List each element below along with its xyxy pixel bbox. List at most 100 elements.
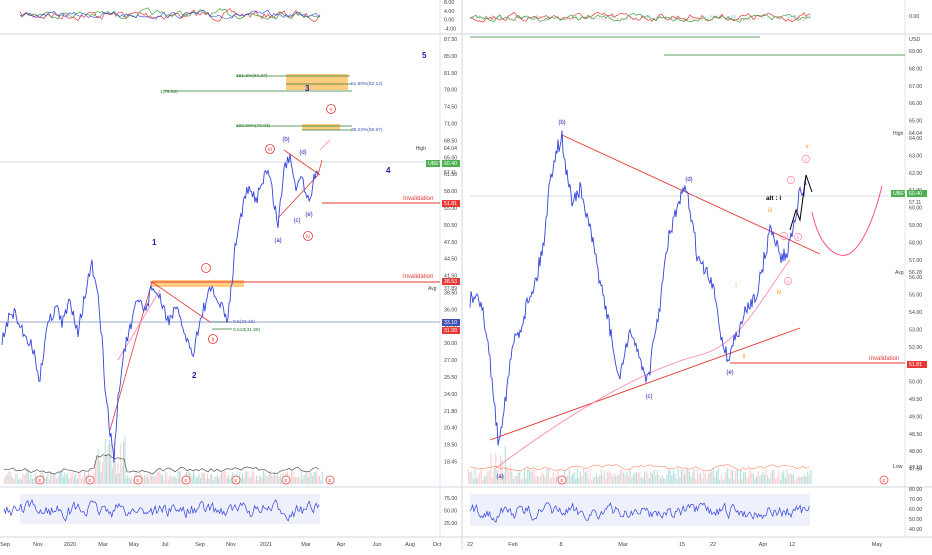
- right-volume-bar: [781, 472, 783, 484]
- left-rsi-axis-label: 50.00: [444, 509, 457, 515]
- right-volume-bar: [469, 472, 471, 484]
- right-volume-bar: [480, 468, 482, 484]
- right-rsi-axis-label: 40.00: [909, 527, 922, 533]
- right-wave-iv-orange: iv: [777, 290, 781, 296]
- left-volume-bar: [75, 472, 77, 484]
- right-volume-bar: [487, 471, 489, 484]
- right-macd-histogram-bar: [578, 17, 580, 19]
- left-wave-channel-red: [109, 281, 211, 431]
- left-volume-bar: [292, 471, 294, 484]
- right-macd-histogram-bar: [599, 18, 601, 20]
- right-volume-bar: [535, 476, 537, 484]
- left-fib-badge-1-bg: [442, 319, 460, 326]
- left-volume-bar: [309, 470, 311, 484]
- right-volume-bar: [578, 477, 580, 484]
- right-macd-histogram-bar: [785, 18, 787, 20]
- right-volume-bar: [628, 475, 630, 484]
- right-price-axis-label: 54.00: [909, 310, 922, 316]
- right-macd-histogram-bar: [797, 15, 799, 19]
- left-wave-v-label-circle: [326, 104, 336, 114]
- right-macd-histogram-bar: [626, 18, 628, 21]
- right-rsi-axis-label: 70.00: [909, 497, 922, 503]
- left-volume-bar: [319, 475, 320, 484]
- right-volume-bar: [632, 474, 634, 484]
- left-price-axis-label: 50.50: [444, 223, 457, 229]
- right-volume-bar: [810, 469, 812, 484]
- left-volume-bar: [153, 476, 155, 484]
- right-volume-bar: [770, 472, 772, 484]
- left-volume-bar: [65, 474, 67, 484]
- left-wave-v-label: v: [330, 107, 333, 113]
- right-volume-bar: [624, 475, 626, 484]
- right-wave-iii-circle: iii: [783, 234, 786, 239]
- right-volume-bar: [482, 479, 484, 484]
- right-macd-histogram-bar: [722, 18, 724, 19]
- right-wave-i-circle: i: [791, 178, 792, 183]
- left-volume-bar: [254, 479, 256, 484]
- right-event-marker-2: E: [882, 478, 885, 484]
- right-macd-histogram-bar: [635, 17, 637, 19]
- right-volume-bar: [730, 469, 732, 484]
- left-price-axis-label: 58.00: [444, 189, 457, 195]
- right-volume-bar: [626, 471, 628, 484]
- right-volume-ma: [470, 464, 810, 472]
- right-volume-bar: [719, 479, 721, 484]
- left-volume-bar: [72, 471, 74, 484]
- right-avg-value: 56.28: [909, 270, 922, 276]
- right-macd-histogram-bar: [695, 18, 697, 21]
- right-volume-bar: [706, 478, 708, 484]
- right-volume-bar: [570, 476, 572, 484]
- right-macd-histogram-bar: [683, 18, 685, 21]
- right-volume-bar: [650, 471, 652, 484]
- right-volume-bar: [698, 474, 700, 484]
- right-time-axis-label: 12: [789, 542, 795, 548]
- left-volume-bar: [85, 473, 87, 484]
- left-volume-bar: [223, 470, 225, 484]
- left-volume-bar: [23, 473, 25, 484]
- right-invalidation-badge-bg: [907, 361, 927, 368]
- right-wave-a-label: (a): [496, 474, 503, 480]
- right-volume-bar: [602, 475, 604, 484]
- right-volume-bar: [799, 477, 801, 484]
- right-volume-bar: [613, 472, 615, 484]
- right-volume-bar: [764, 474, 766, 484]
- right-volume-bar: [722, 479, 724, 484]
- left-event-marker: E: [328, 478, 331, 484]
- left-time-axis-label: Sep: [0, 542, 10, 548]
- right-macd-histogram-bar: [512, 18, 514, 19]
- right-volume-bar: [599, 475, 601, 484]
- left-price-axis-label: 18.45: [444, 460, 457, 466]
- left-volume-bar: [76, 479, 78, 484]
- right-time-axis-label: May: [872, 542, 883, 548]
- left-wave-i-label: i: [205, 266, 206, 272]
- right-macd-histogram-bar: [605, 18, 607, 21]
- right-ticker-badge: UBEY: [893, 191, 908, 197]
- left-volume-bar: [60, 471, 61, 484]
- left-volume-bar: [30, 474, 32, 484]
- left-volume-bar: [55, 477, 57, 484]
- right-volume-bar: [796, 479, 798, 484]
- right-macd-histogram-bar: [617, 18, 619, 22]
- left-projection-arrow: [319, 139, 331, 151]
- left-volume-bar: [216, 474, 218, 484]
- right-volume-bar: [645, 470, 647, 484]
- left-last-sub: 57.11: [444, 170, 456, 176]
- right-volume-bar: [572, 474, 574, 484]
- right-volume-bar: [597, 476, 599, 484]
- right-volume-bar: [530, 471, 532, 484]
- left-fib-label-100: 100.00%(70.03): [236, 123, 271, 129]
- left-event-marker-circle: [85, 475, 95, 485]
- right-macd-histogram-bar: [524, 15, 526, 19]
- right-macd-histogram-bar: [767, 17, 769, 19]
- left-volume-bar: [317, 475, 319, 484]
- right-volume-bar: [797, 475, 799, 484]
- left-volume-bar: [169, 475, 171, 484]
- right-volume-bar: [783, 470, 785, 484]
- right-macd-histogram-bar: [572, 18, 574, 20]
- right-volume-bar: [703, 469, 705, 484]
- left-volume-bar: [6, 473, 8, 484]
- right-volume-bar: [663, 478, 665, 484]
- right-volume-bar: [714, 476, 716, 484]
- left-fib-label-382: 38.22%(68.87): [351, 127, 383, 133]
